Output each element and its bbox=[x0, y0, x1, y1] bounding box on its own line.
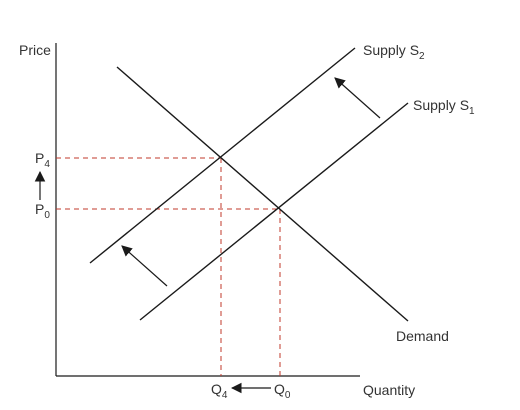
q4-label: Q4 bbox=[211, 381, 228, 401]
q4-label-sub: 4 bbox=[222, 390, 228, 401]
supply-shift-arrow-upper bbox=[334, 77, 381, 119]
supply-s1-curve bbox=[139, 102, 409, 321]
y-axis-label: Price bbox=[19, 42, 51, 58]
p4-label: P4 bbox=[35, 150, 50, 170]
demand-label: Demand bbox=[396, 328, 449, 344]
supply-s1-label: Supply S1 bbox=[413, 97, 475, 117]
supply-s2-label-prefix: Supply S bbox=[363, 42, 419, 58]
q4-label-main: Q bbox=[211, 381, 222, 397]
p0-label-main: P bbox=[35, 201, 44, 217]
supply-s1-label-sub: 1 bbox=[469, 106, 475, 117]
q0-label-sub: 0 bbox=[285, 390, 291, 401]
q0-label: Q0 bbox=[274, 381, 291, 401]
supply-shift-arrow-lower bbox=[121, 245, 168, 287]
p0-label-sub: 0 bbox=[44, 210, 50, 221]
supply-s2-curve bbox=[89, 47, 356, 264]
supply-s1-label-prefix: Supply S bbox=[413, 97, 469, 113]
x-axis-label: Quantity bbox=[363, 382, 415, 398]
p0-label: P0 bbox=[35, 201, 50, 221]
demand-curve bbox=[116, 66, 409, 322]
supply-s2-label-sub: 2 bbox=[419, 51, 425, 62]
p4-label-sub: 4 bbox=[44, 159, 50, 170]
supply-s2-label: Supply S2 bbox=[363, 42, 425, 62]
p4-label-main: P bbox=[35, 150, 44, 166]
q0-label-main: Q bbox=[274, 381, 285, 397]
